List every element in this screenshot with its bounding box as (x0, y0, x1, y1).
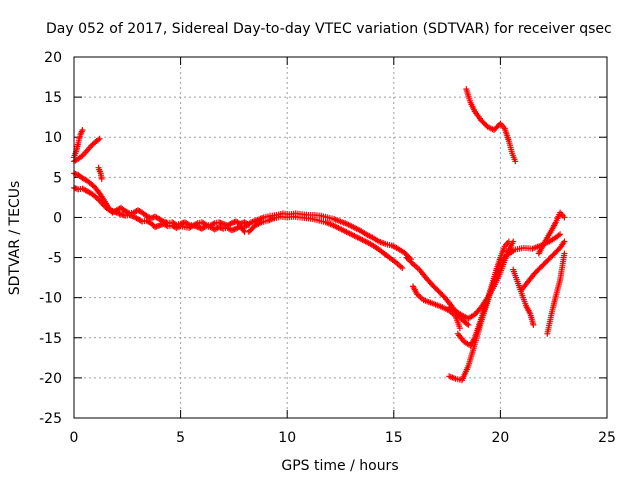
y-axis-label: SDTVAR / TECUs (7, 181, 23, 296)
series-arc-7 (245, 213, 406, 271)
series-arc-9 (410, 283, 463, 332)
series-arc-17 (544, 250, 568, 337)
x-tick-label: 10 (278, 430, 296, 446)
x-tick-label: 0 (70, 430, 79, 446)
y-tick-label: -5 (48, 251, 62, 267)
y-tick-label: 0 (53, 210, 62, 226)
x-tick-label: 15 (385, 430, 403, 446)
x-axis-label: GPS time / hours (281, 458, 398, 474)
series-arc-12 (446, 248, 517, 384)
series-arc-3 (95, 164, 105, 182)
x-tick-label: 20 (491, 430, 509, 446)
y-tick-label: -10 (39, 291, 62, 307)
y-tick-labels: -25 -20 -15 -10 -5 0 5 10 15 20 (39, 50, 62, 427)
x-tick-labels: 0 5 10 15 20 25 (70, 430, 616, 446)
y-tick-label: 20 (44, 50, 62, 66)
series-arc-15 (518, 238, 568, 293)
data-series (71, 86, 568, 384)
chart-title: Day 052 of 2017, Sidereal Day-to-day VTE… (46, 21, 612, 37)
grid-lines (74, 57, 607, 418)
plot-border (73, 56, 608, 419)
y-tick-label: -25 (39, 411, 62, 427)
y-tick-label: 5 (53, 170, 62, 186)
series-arc-16 (535, 209, 568, 257)
y-tick-label: 10 (44, 130, 62, 146)
x-tick-label: 5 (176, 430, 185, 446)
series-arc-18 (463, 86, 519, 165)
y-tick-label: 15 (44, 90, 62, 106)
x-tick-label: 25 (598, 430, 616, 446)
y-tick-label: -15 (39, 331, 62, 347)
y-tick-label: -20 (39, 371, 62, 387)
